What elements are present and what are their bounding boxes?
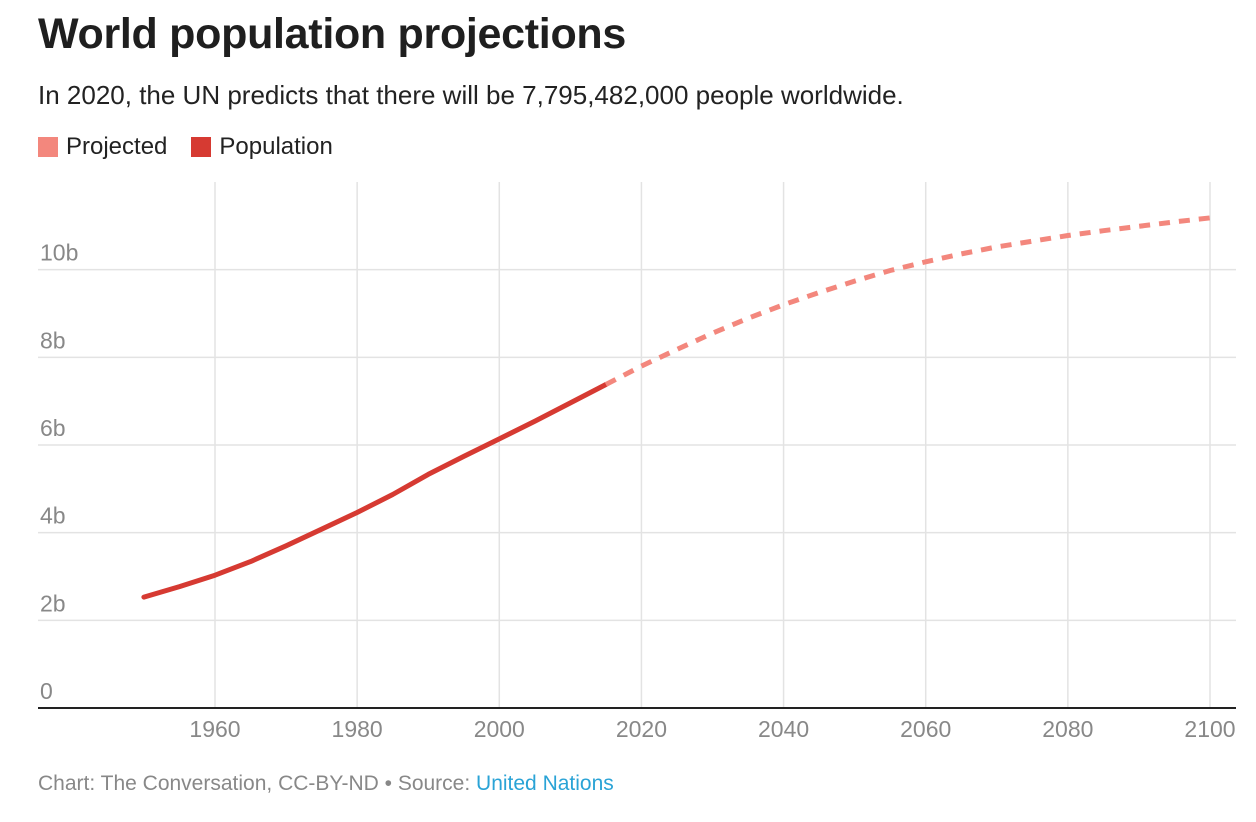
chart-subtitle: In 2020, the UN predicts that there will…	[38, 80, 904, 110]
y-axis-labels: 0 2b 4b 6b 8b 10b	[40, 240, 78, 704]
y-tick-label: 0	[40, 678, 53, 704]
x-tick-label: 2080	[1042, 716, 1093, 742]
legend-label-population: Population	[219, 133, 333, 160]
x-tick-label: 1960	[189, 716, 240, 742]
legend-swatch-projected	[38, 137, 58, 157]
y-tick-label: 6b	[40, 415, 66, 441]
legend-item-population: Population	[191, 133, 333, 161]
source-link[interactable]: United Nations	[476, 772, 614, 795]
x-tick-label: 2100	[1184, 716, 1235, 742]
x-tick-label: 2020	[616, 716, 667, 742]
legend-label-projected: Projected	[66, 133, 168, 160]
x-tick-label: 1980	[332, 716, 383, 742]
y-tick-label: 4b	[40, 503, 66, 529]
grid	[38, 182, 1236, 708]
chart-title: World population projections	[38, 10, 626, 58]
x-axis-labels: 1960 1980 2000 2020 2040 2060 2080 2100	[189, 716, 1235, 742]
x-tick-label: 2000	[474, 716, 525, 742]
legend-swatch-population	[191, 137, 212, 157]
y-tick-label: 8b	[40, 327, 66, 353]
chart-source: Chart: The Conversation, CC-BY-ND • Sour…	[38, 772, 614, 796]
legend: Projected Population	[38, 133, 357, 161]
x-tick-label: 2060	[900, 716, 951, 742]
source-prefix: Chart: The Conversation, CC-BY-ND • Sour…	[38, 772, 477, 795]
series-line-population	[141, 382, 609, 600]
y-tick-label: 10b	[40, 240, 78, 266]
legend-item-projected: Projected	[38, 133, 167, 161]
series-line-projected	[604, 215, 1211, 387]
x-tick-label: 2040	[758, 716, 809, 742]
series-lines	[141, 215, 1211, 600]
y-tick-label: 2b	[40, 590, 66, 616]
